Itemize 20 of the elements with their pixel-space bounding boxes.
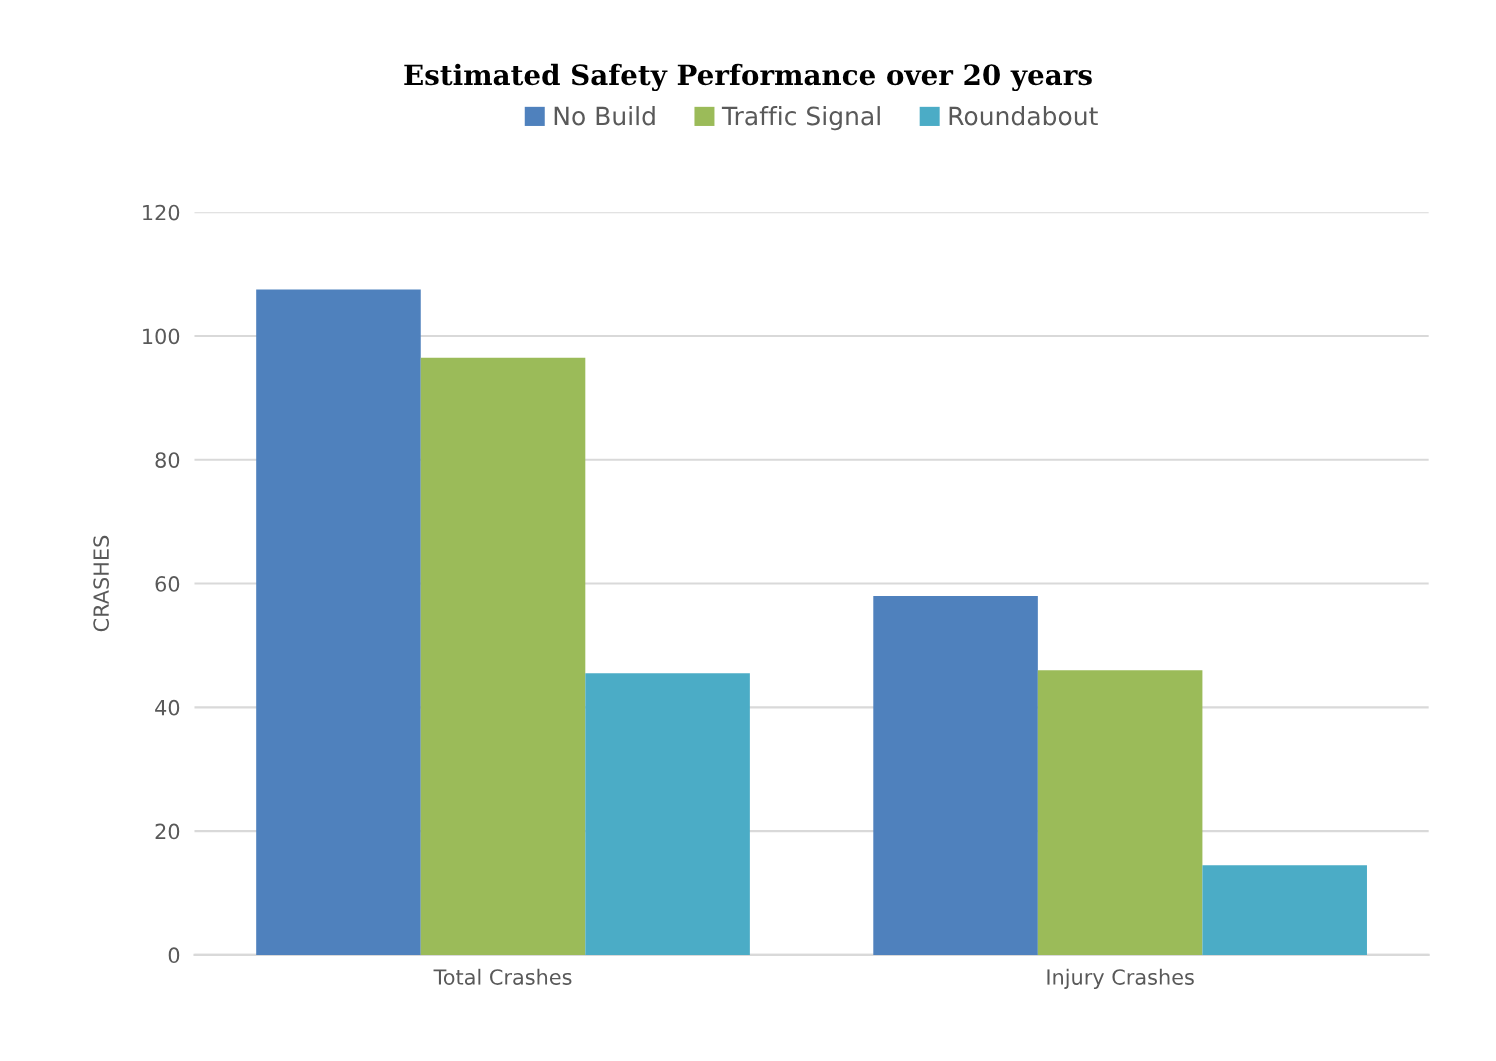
- legend-label: Roundabout: [949, 106, 1098, 126]
- bar: [420, 357, 586, 955]
- y-tick-label: 0: [168, 947, 180, 964]
- bar: [1037, 670, 1203, 955]
- legend-label: Traffic Signal: [721, 106, 880, 131]
- y-tick-label: 120: [143, 204, 180, 221]
- y-tick-label: 80: [155, 452, 180, 468]
- x-tick-label: Injury Crashes: [1047, 968, 1194, 989]
- y-tick-label: 60: [155, 576, 180, 592]
- y-tick-label: 20: [155, 823, 180, 840]
- bar: [873, 595, 1038, 955]
- chart-title: Estimated Safety Performance over 20 years: [404, 63, 1092, 92]
- bar: [1202, 865, 1367, 955]
- y-tick-label: 40: [155, 699, 180, 716]
- y-axis-title: CRASHES: [93, 535, 110, 632]
- x-tick-label: Total Crashes: [433, 968, 572, 985]
- bar: [256, 289, 421, 955]
- bar: [585, 673, 750, 955]
- legend-label: No Build: [554, 106, 655, 126]
- y-tick-label: 100: [143, 328, 180, 345]
